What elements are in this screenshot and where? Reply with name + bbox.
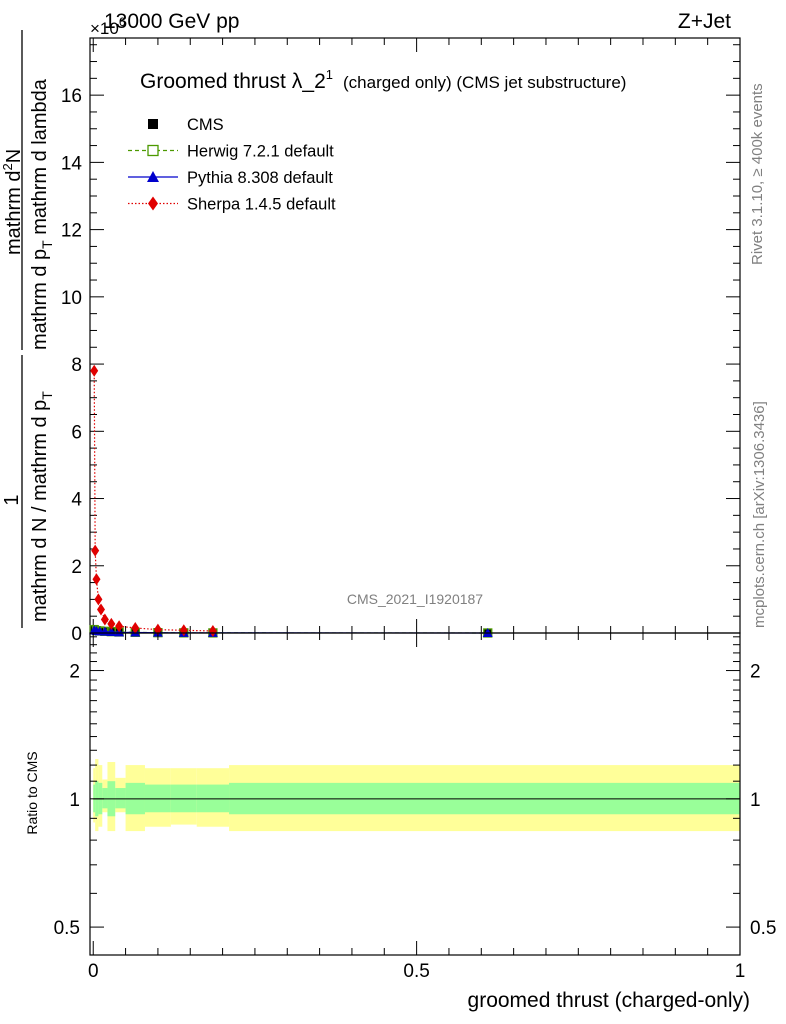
ratio-inner-band: [102, 788, 108, 809]
data-point: [100, 613, 109, 626]
ratio-plot-frame: [89, 632, 741, 956]
main-ytick-label: 8: [71, 355, 82, 376]
mcplots-label: mcplots.cern.ch [arXiv:1306.3436]: [751, 401, 768, 628]
y-label-numerator: 1: [1, 494, 23, 505]
legend-marker: [147, 144, 159, 157]
main-ytick-label: 10: [61, 288, 82, 309]
main-panel: 0 2 4 6 8 10 12 14 16: [61, 37, 741, 645]
data-point: [107, 617, 116, 630]
main-ytick-label: 12: [61, 221, 82, 242]
data-point: [208, 624, 217, 637]
process-label: Z+Jet: [678, 10, 731, 33]
data-point: [131, 621, 140, 634]
legend-marker: [148, 119, 158, 129]
legend-label: Sherpa 1.4.5 default: [187, 196, 336, 214]
ratio-y-label: Ratio to CMS: [24, 751, 40, 834]
data-point: [106, 626, 117, 636]
x-axis-label: groomed thrust (charged-only): [468, 989, 750, 1012]
main-ytick-label: 2: [71, 557, 82, 578]
ratio-ytick-label: 2: [69, 662, 80, 683]
data-point: [92, 573, 101, 586]
main-ytick-label: 4: [71, 490, 82, 511]
y-label-denominator: mathrm d N / mathrm d pT: [29, 391, 55, 622]
ratio-inner-band: [115, 788, 126, 809]
legend-marker: [148, 196, 158, 211]
plot-title: Groomed thrust λ_21 (charged only) (CMS je…: [140, 67, 626, 93]
main-ytick-label: 6: [71, 422, 82, 443]
legend-marker: [147, 171, 159, 182]
data-point: [115, 620, 124, 633]
main-plot-frame: [89, 37, 741, 634]
ratio-ytick-label-right: 0.5: [750, 918, 776, 939]
main-ytick-label: 0: [71, 624, 82, 645]
legend-label: CMS: [187, 116, 224, 134]
ratio-ytick-label: 1: [69, 790, 80, 811]
ratio-y-axis: 0.5 0.5 1 1 2 2: [54, 636, 776, 939]
legend: CMS Herwig 7.2.1 default Pythia 8.308 defa…: [128, 116, 336, 214]
data-point: [90, 364, 99, 377]
exponent-label: ×106: [90, 15, 126, 38]
ratio-ytick-label-right: 1: [750, 790, 761, 811]
ratio-bands: [93, 759, 740, 832]
y-label-frac2-denominator: mathrm d pT mathrm d lambda: [29, 78, 55, 350]
main-ytick-label: 16: [61, 86, 82, 107]
legend-label: Herwig 7.2.1 default: [187, 143, 334, 161]
legend-label: Pythia 8.308 default: [187, 169, 333, 187]
data-point: [91, 544, 100, 557]
ratio-xtick-label: 1: [735, 961, 746, 982]
ratio-ytick-label: 0.5: [54, 918, 80, 939]
data-point: [96, 603, 105, 616]
main-x-axis: [92, 38, 741, 633]
main-ytick-label: 14: [61, 153, 83, 174]
ratio-x-axis: 0 0.5 1: [88, 633, 745, 982]
main-y-label: 1 mathrm d N / mathrm d pT mathrm d2N ma…: [0, 30, 55, 628]
main-y-axis: 0 2 4 6 8 10 12 14 16: [61, 44, 740, 645]
analysis-watermark: CMS_2021_I1920187: [347, 591, 483, 607]
ratio-ytick-label-right: 2: [750, 662, 761, 683]
rivet-label: Rivet 3.1.10, ≥ 400k events: [749, 83, 766, 265]
data-point: [94, 593, 103, 606]
y-label-frac2-numerator: mathrm d2N: [0, 149, 25, 255]
ratio-panel: 0.5 0.51 12 2 0 0.5 1: [54, 632, 776, 982]
ratio-xtick-label: 0.5: [403, 961, 429, 982]
energy-label: 13000 GeV pp: [104, 10, 239, 33]
ratio-xtick-label: 0: [88, 961, 99, 982]
